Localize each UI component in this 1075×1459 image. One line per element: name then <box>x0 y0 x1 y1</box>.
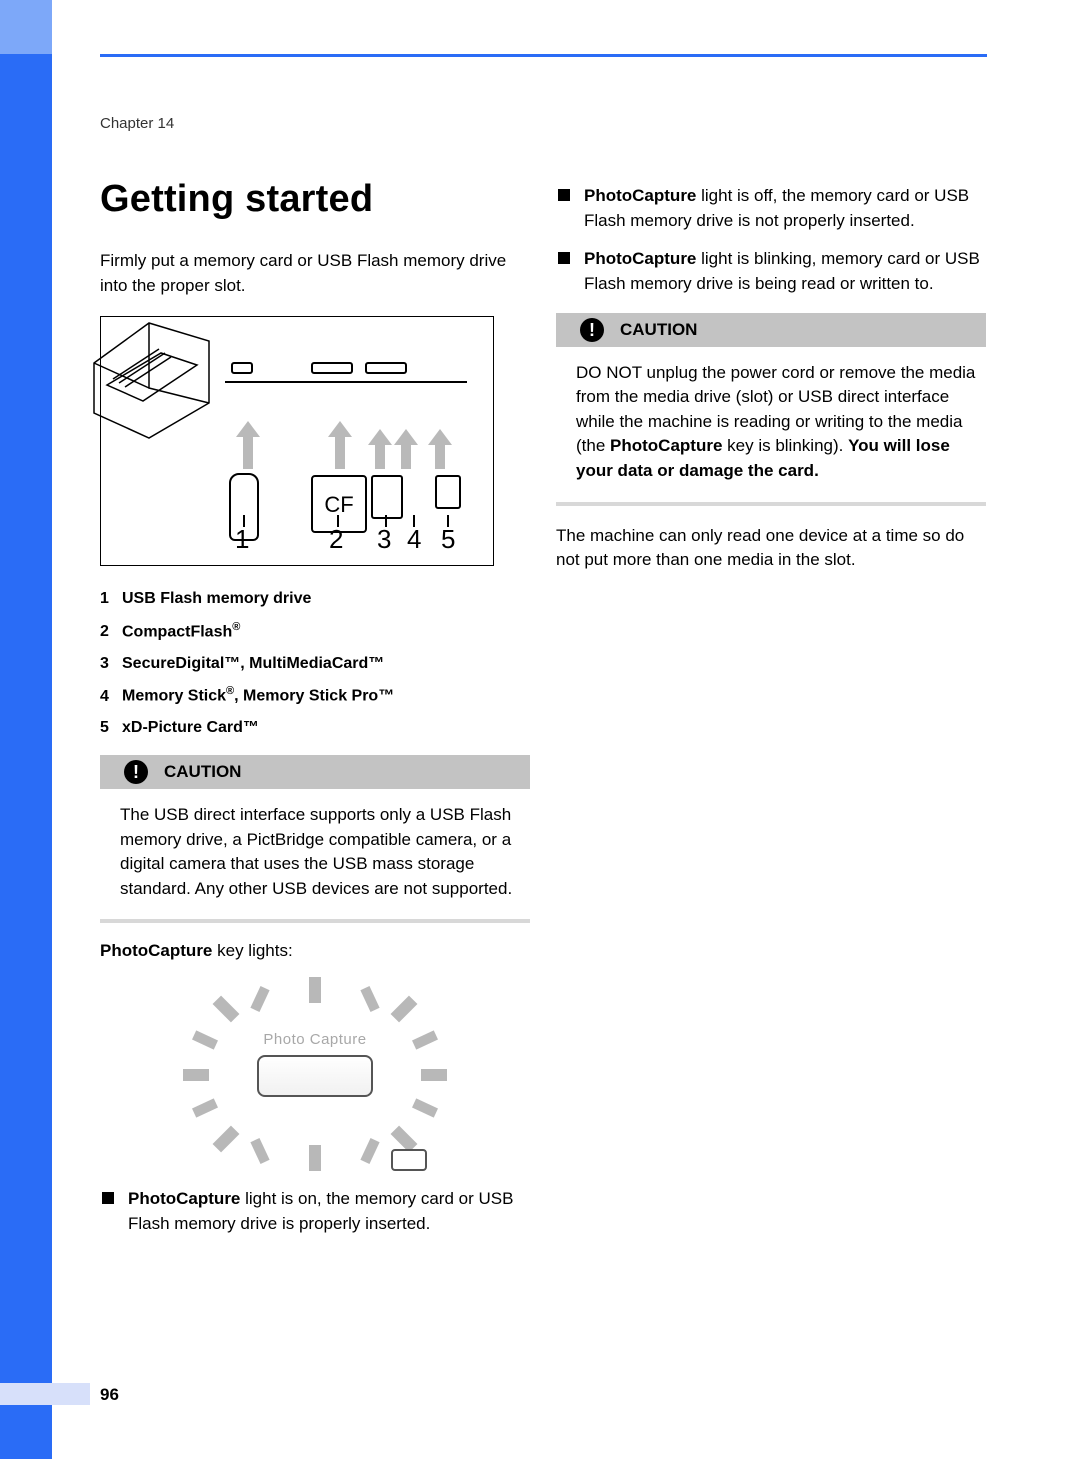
legend-text: Memory Stick <box>122 688 226 705</box>
caution-label: CAUTION <box>620 320 697 340</box>
intro-text: Firmly put a memory card or USB Flash me… <box>100 249 530 298</box>
legend-text: USB Flash memory drive <box>122 590 311 607</box>
footer-stripe <box>0 1383 90 1405</box>
ray-icon <box>421 1069 447 1081</box>
xd-card-icon <box>435 475 461 509</box>
figure-number: 5 <box>441 524 455 555</box>
button-figure: Photo Capture <box>165 973 465 1173</box>
caution-body: DO NOT unplug the power cord or remove t… <box>556 347 986 484</box>
ray-icon <box>309 1145 321 1171</box>
caution-rule <box>556 502 986 506</box>
bullet-list-left: PhotoCapture light is on, the memory car… <box>100 1187 530 1236</box>
legend-item: 5xD-Picture Card™ <box>100 717 530 739</box>
left-column: Getting started Firmly put a memory card… <box>100 178 530 1251</box>
slot-rect <box>231 362 253 374</box>
page-number: 96 <box>100 1385 119 1405</box>
arrow-icon <box>401 443 411 469</box>
slot-bar <box>225 355 467 383</box>
slot-rect <box>365 362 407 374</box>
arrow-icon <box>335 435 345 469</box>
bullet-list-right: PhotoCapture light is off, the memory ca… <box>556 184 986 297</box>
arrow-icon <box>435 443 445 469</box>
legend-item: 1USB Flash memory drive <box>100 588 530 610</box>
bullet-bold: PhotoCapture <box>584 249 696 268</box>
figure-number: 2 <box>329 524 343 555</box>
pc-key-bold: PhotoCapture <box>100 941 212 960</box>
caution-bold1: PhotoCapture <box>610 436 722 455</box>
caution-bar: ! CAUTION <box>556 313 986 347</box>
ray-icon <box>360 1138 379 1164</box>
bullet-bold: PhotoCapture <box>128 1189 240 1208</box>
ray-icon <box>192 1099 218 1118</box>
ray-icon <box>183 1069 209 1081</box>
legend-list: 1USB Flash memory drive 2CompactFlash® 3… <box>100 588 530 739</box>
caution-mid: key is blinking). <box>722 436 848 455</box>
bullet-bold: PhotoCapture <box>584 186 696 205</box>
closing-text: The machine can only read one device at … <box>556 524 986 573</box>
figure-number: 4 <box>407 524 421 555</box>
caution-label: CAUTION <box>164 762 241 782</box>
ray-icon <box>360 986 379 1012</box>
legend-super: ® <box>232 621 240 633</box>
legend-item: 3SecureDigital™, MultiMediaCard™ <box>100 653 530 675</box>
slot-figure: CF 1 2 3 4 5 <box>100 316 494 566</box>
arrow-icon <box>243 435 253 469</box>
chapter-label: Chapter 14 <box>100 115 174 132</box>
ray-icon <box>250 1138 269 1164</box>
legend-text: SecureDigital™, MultiMediaCard™ <box>122 655 384 672</box>
ray-icon <box>213 1126 240 1153</box>
legend-super: ® <box>226 685 234 697</box>
arrow-icon <box>375 443 385 469</box>
camera-icon <box>391 1149 427 1171</box>
right-column: PhotoCapture light is off, the memory ca… <box>556 178 986 573</box>
legend-num: 1 <box>100 588 122 610</box>
ray-icon <box>250 986 269 1012</box>
legend-num: 5 <box>100 717 122 739</box>
content: Getting started Firmly put a memory card… <box>100 178 986 1251</box>
pc-button-label: Photo Capture <box>165 1031 465 1048</box>
slot-figure-inner: CF 1 2 3 4 5 <box>117 355 477 555</box>
caution-body: The USB direct interface supports only a… <box>100 789 530 902</box>
section-title: Getting started <box>100 178 530 221</box>
ray-icon <box>309 977 321 1003</box>
sd-card-icon <box>371 475 403 519</box>
legend-num: 3 <box>100 653 122 675</box>
side-tab <box>0 0 52 1459</box>
caution-rule <box>100 919 530 923</box>
legend-tail: , Memory Stick Pro™ <box>234 688 394 705</box>
photo-capture-button-icon <box>257 1055 373 1097</box>
ray-icon <box>391 996 418 1023</box>
ray-icon <box>213 996 240 1023</box>
pc-key-rest: key lights: <box>212 941 292 960</box>
legend-item: 2CompactFlash® <box>100 620 530 643</box>
ray-icon <box>412 1099 438 1118</box>
legend-item: 4Memory Stick®, Memory Stick Pro™ <box>100 684 530 707</box>
caution-icon: ! <box>580 318 604 342</box>
bullet-item: PhotoCapture light is blinking, memory c… <box>556 247 986 296</box>
legend-text: CompactFlash <box>122 623 232 640</box>
figure-number: 3 <box>377 524 391 555</box>
bullet-item: PhotoCapture light is off, the memory ca… <box>556 184 986 233</box>
figure-number: 1 <box>235 524 249 555</box>
slot-rect <box>311 362 353 374</box>
caution-icon: ! <box>124 760 148 784</box>
caution-bar: ! CAUTION <box>100 755 530 789</box>
legend-text: xD-Picture Card™ <box>122 719 259 736</box>
legend-num: 2 <box>100 621 122 643</box>
top-rule <box>100 54 987 57</box>
legend-num: 4 <box>100 686 122 708</box>
side-tab-light <box>0 0 52 54</box>
page: Chapter 14 Getting started Firmly put a … <box>0 0 1075 1459</box>
pc-key-line: PhotoCapture key lights: <box>100 941 530 961</box>
bullet-item: PhotoCapture light is on, the memory car… <box>100 1187 530 1236</box>
